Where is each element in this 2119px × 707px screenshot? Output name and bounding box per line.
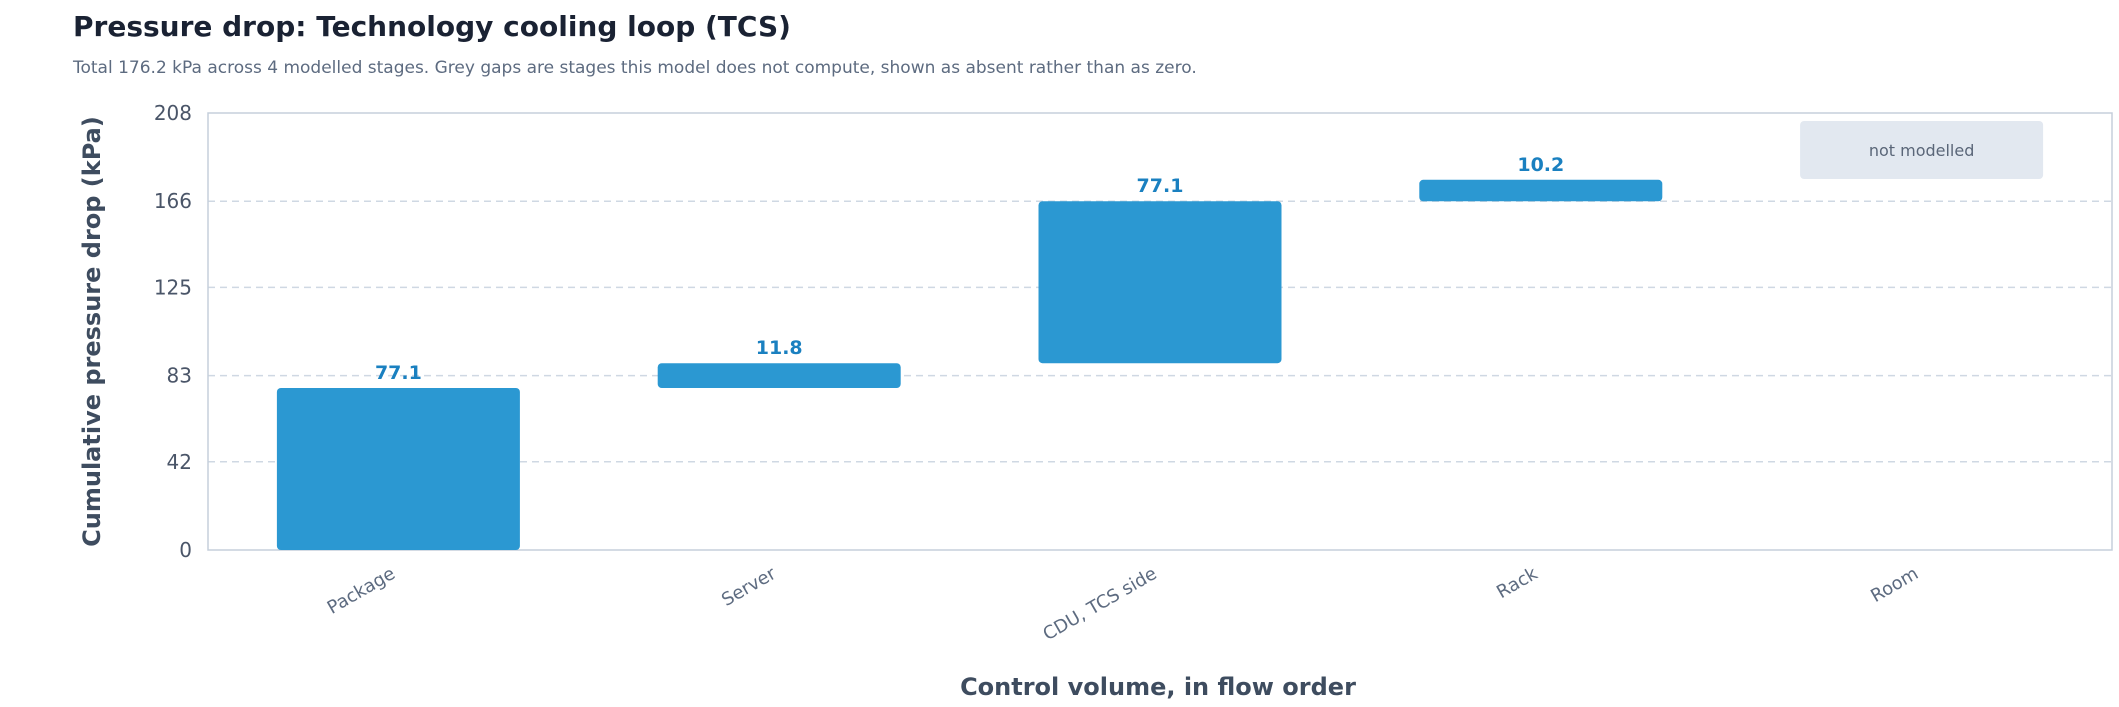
y-tick-label: 0 [179,538,192,562]
y-tick-label: 166 [154,189,192,213]
chart-subtitle: Total 176.2 kPa across 4 modelled stages… [73,58,1197,78]
x-tick-label: Package [324,563,399,618]
x-tick-label: CDU, TCS side [1040,563,1161,645]
plot-area [207,112,2113,551]
chart-title: Pressure drop: Technology cooling loop (… [73,10,791,43]
x-axis-title: Control volume, in flow order [960,673,1356,701]
x-tick-label: Server [718,563,780,611]
y-tick-label: 83 [167,364,192,388]
x-tick-label: Rack [1493,563,1542,603]
data-label: 77.1 [375,362,422,384]
bar-cdu-tcs-side [1038,201,1282,364]
x-tick-label: Room [1867,563,1922,607]
data-label: 10.2 [1517,154,1564,176]
y-tick-label: 208 [154,101,192,125]
not-modelled-label: not modelled [1869,141,1975,160]
y-tick-label: 42 [167,450,192,474]
y-axis-title: Cumulative pressure drop (kPa) [78,116,106,547]
data-label: 11.8 [756,337,803,359]
bar-package [276,388,520,550]
not-modelled-gap [1800,121,2044,179]
bar-rack [1419,179,1663,202]
bar-server [657,363,901,389]
data-label: 77.1 [1137,175,1184,197]
y-tick-label: 125 [154,275,192,299]
